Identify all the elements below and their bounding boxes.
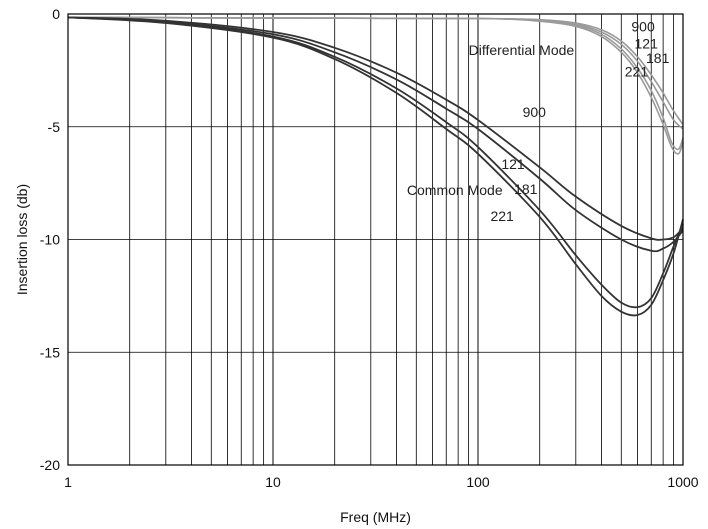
annotation-label: 221 <box>490 208 514 224</box>
annotation-label: 181 <box>514 181 538 197</box>
y-tick-label: -5 <box>48 119 61 135</box>
annotation-label: 121 <box>501 156 525 172</box>
common-mode-series-900 <box>67 16 684 241</box>
y-tick-label: -10 <box>40 232 60 248</box>
differential-mode-series-900 <box>67 16 684 125</box>
differential-mode-series-121 <box>67 16 684 130</box>
differential-mode-series-221 <box>67 16 684 155</box>
annotation-label: 221 <box>625 64 649 80</box>
annotation-label: 900 <box>631 18 655 34</box>
plot-frame <box>67 13 684 466</box>
x-axis-label: Freq (MHz) <box>340 509 411 525</box>
common-mode-series-221 <box>67 16 684 317</box>
y-tick-label: 0 <box>52 6 60 22</box>
annotation-label: 121 <box>635 35 659 51</box>
common-mode-series-121 <box>67 16 684 253</box>
x-tick-label: 10 <box>265 474 281 490</box>
x-tick-label: 1 <box>64 474 72 490</box>
differential-mode-series-181 <box>67 16 684 151</box>
y-tick-label: -20 <box>40 457 60 473</box>
series-lines <box>67 16 684 317</box>
y-tick-label: -15 <box>40 344 60 360</box>
grid <box>68 14 683 465</box>
tick-labels: 1 10 100 1000 0 -5 -10 -15 -20 <box>40 6 699 490</box>
annotation-label: Differential Mode <box>469 42 575 58</box>
x-tick-label: 1000 <box>667 474 698 490</box>
annotation-label: 900 <box>523 104 547 120</box>
annotation-label: 181 <box>646 50 670 66</box>
x-tick-label: 100 <box>466 474 490 490</box>
annotations: Differential Mode90012118122190012118122… <box>407 18 670 223</box>
annotation-label: Common Mode <box>407 182 503 198</box>
common-mode-series-181 <box>67 16 684 309</box>
y-axis-label: Insertion loss (db) <box>14 184 30 295</box>
